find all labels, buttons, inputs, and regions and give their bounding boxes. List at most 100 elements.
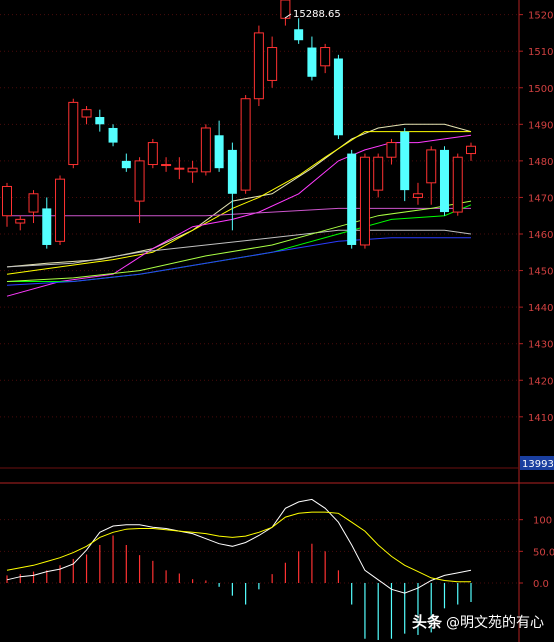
moving-average-line xyxy=(6,134,472,297)
current-price-tag: 13993. xyxy=(520,456,554,470)
candle xyxy=(161,157,172,172)
candle xyxy=(333,54,343,139)
moving-average-line xyxy=(6,237,471,286)
peak-leader-line xyxy=(284,13,292,19)
candle xyxy=(359,153,370,249)
candle-body xyxy=(253,32,264,100)
price-tick-label: 1500 xyxy=(528,84,553,95)
candle xyxy=(28,190,39,224)
candle xyxy=(452,153,463,216)
current-price-box xyxy=(520,456,554,470)
candle xyxy=(267,36,278,88)
indicator-line xyxy=(6,511,471,583)
candle xyxy=(81,106,92,125)
watermark-brand: 头条 xyxy=(411,613,442,631)
peak-label: 15288.65 xyxy=(293,9,341,20)
candle-body xyxy=(373,156,384,191)
moving-average-line xyxy=(7,207,471,217)
price-tick-label: 1490 xyxy=(528,120,553,131)
indicator-tick-label: 0.0 xyxy=(533,579,549,590)
candle-body xyxy=(81,109,92,118)
indicator-axis: 0.0 50.0 100 xyxy=(519,516,554,590)
candlesticks xyxy=(2,0,476,249)
candle xyxy=(68,98,79,169)
candle-body xyxy=(227,149,237,194)
indicator-tick-label: 100 xyxy=(533,516,552,527)
price-tick-label: 1430 xyxy=(528,340,553,351)
indicator-grid xyxy=(0,519,519,584)
candle-body xyxy=(426,149,437,184)
candle xyxy=(15,215,26,231)
candle xyxy=(174,157,185,180)
candle xyxy=(294,18,304,44)
candle xyxy=(134,157,145,224)
candle-body xyxy=(134,160,145,202)
candle xyxy=(187,160,198,183)
candle xyxy=(386,138,397,165)
price-tick-label: 1510 xyxy=(528,47,553,58)
candle-body xyxy=(359,156,370,246)
candle-body xyxy=(200,127,211,173)
candle xyxy=(147,138,158,169)
candle-body xyxy=(439,149,449,213)
price-tick-label: 1480 xyxy=(528,157,553,168)
indicator-line xyxy=(6,498,472,594)
candle xyxy=(466,142,476,161)
candle-body xyxy=(294,29,304,41)
candle xyxy=(2,182,12,227)
candle xyxy=(320,43,331,74)
candle xyxy=(412,182,423,205)
candle-body xyxy=(240,98,251,191)
candle-body xyxy=(68,101,79,166)
watermark-author: @明文苑的有心 xyxy=(446,615,544,631)
candle-body xyxy=(333,58,343,136)
candle-body xyxy=(121,160,131,169)
indicator-histogram xyxy=(6,535,472,640)
candle xyxy=(253,25,264,107)
peak-annotation: 15288.65 xyxy=(284,9,341,20)
price-tick-label: 1440 xyxy=(528,303,553,314)
candle-body xyxy=(466,145,476,155)
candle xyxy=(95,109,105,132)
candle-body xyxy=(161,164,172,167)
moving-average-line xyxy=(6,131,471,275)
candle xyxy=(121,153,131,172)
moving-average-line xyxy=(6,200,472,282)
indicator-tick-label: 50.0 xyxy=(533,547,554,558)
candle xyxy=(280,0,291,26)
price-tick-label: 1470 xyxy=(528,193,553,204)
current-price-label: 13993. xyxy=(522,459,554,470)
candle xyxy=(400,127,410,202)
candle-body xyxy=(15,218,26,224)
candle-body xyxy=(386,142,397,158)
candle-body xyxy=(174,167,185,170)
candle xyxy=(347,149,357,249)
candle xyxy=(373,153,384,198)
candle xyxy=(227,142,237,231)
candle-body xyxy=(347,153,357,245)
candle-body xyxy=(400,131,410,191)
moving-average-lines xyxy=(6,123,472,297)
moving-average-line xyxy=(6,229,472,268)
candle-body xyxy=(214,135,224,169)
candle-body xyxy=(28,193,39,213)
price-tick-label: 1410 xyxy=(528,413,553,424)
candle-body xyxy=(412,193,423,198)
price-tick-label: 1450 xyxy=(528,267,553,278)
candle-body xyxy=(267,47,278,81)
candle xyxy=(214,120,224,172)
candle xyxy=(108,124,118,147)
moving-average-line xyxy=(6,123,472,268)
price-tick-label: 1460 xyxy=(528,230,553,241)
price-tick-label: 1520 xyxy=(528,11,553,22)
candle xyxy=(55,175,66,245)
candle xyxy=(240,95,251,194)
candle xyxy=(200,124,211,176)
price-axis: 1410 1420 1430 1440 1450 1460 1470 1480 1490 1500… xyxy=(519,11,553,424)
moving-average-line xyxy=(7,204,472,282)
candle-body xyxy=(147,142,158,166)
candle-body xyxy=(307,47,317,77)
candle xyxy=(42,197,52,249)
candle-body xyxy=(95,117,105,125)
